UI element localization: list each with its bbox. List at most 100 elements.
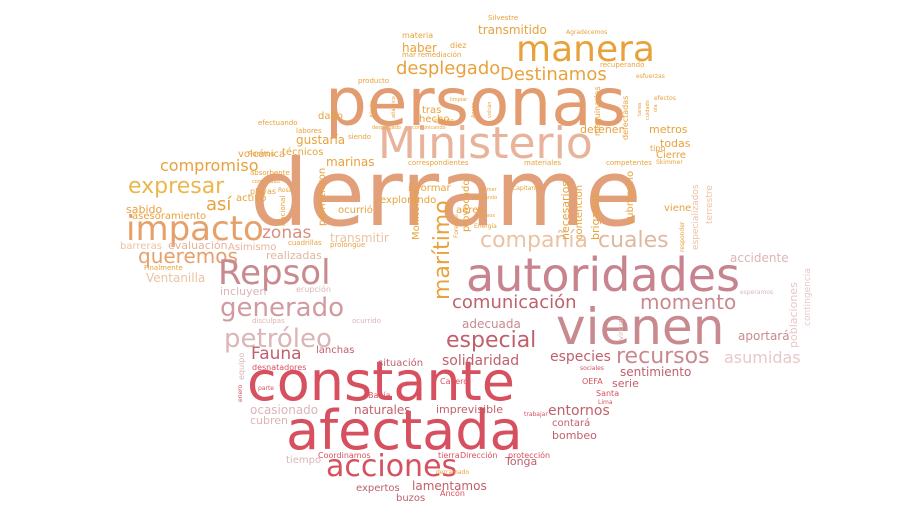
word-evaluacion: evaluación [168,239,228,252]
word-transmitido: transmitido [478,23,547,37]
word-cavero: Cavero [440,377,469,386]
word-realizadas: realizadas [266,249,322,262]
word-dano: daño [318,111,343,122]
word-trabajar: trabajar [524,411,548,418]
word-incluyen: incluyen [220,285,267,298]
word-finalmente: Finalmente [144,264,183,272]
word-informar: informar [408,183,451,194]
word-zonas: zonas [262,223,312,243]
word-desnatadores: desnatadores [252,363,307,372]
word-barreras: barreras [120,241,162,252]
word-vienen: vienen [556,298,725,356]
word-cierre: Cierre [656,150,686,161]
word-ventanilla: Ventanilla [146,271,206,285]
word-diversos: diversos [474,213,495,219]
word-explorando: explorando [380,195,437,206]
word-esperamos: esperamos [740,289,774,296]
word-energia: Energía [474,223,497,230]
word-contingencia: contingencia [803,268,813,326]
word-derramado: derramado [436,469,470,476]
word-especies: especies [550,349,611,365]
word-defectadas: defectadas [621,95,630,140]
word-naturales: naturales [354,403,411,417]
word-constante: constante [247,350,515,413]
word-remediacion: remediación [418,51,462,59]
word-especializados: especializados [691,184,701,250]
word-oefa: OEFA [582,377,603,386]
word-viene: viene [664,203,692,214]
word-siendo: siendo [348,133,372,141]
word-generado: generado [220,293,345,323]
word-bombeo: bombeo [552,429,597,442]
word-recuperando: recuperando [600,61,645,69]
word-desplegado: desplegado [396,58,501,79]
word-equipo: equipo [237,352,246,380]
word-erupcion: erupción [296,285,331,294]
word-rosa: Rosa [278,187,293,194]
word-personas: personas [325,64,627,141]
word-tiempo: tiempo [286,455,322,466]
word-correspondientes: correspondientes [408,159,469,167]
word-competentes: competentes [606,159,652,167]
word-coordinamos: Coordinamos [318,451,371,460]
word-virtual: virtual [617,317,625,340]
word-bahia: Bahía [368,391,391,400]
word-contara: contará [552,418,591,429]
word-asi: así [206,194,232,215]
word-adecuada: adecuada [462,317,521,331]
word-silvestre: Silvestre [488,14,519,22]
word-tipo: tipo [650,144,666,153]
word-ministerio: Ministerio [378,118,593,169]
word-sentimiento: sentimiento [620,365,692,379]
word-repsol: Repsol [218,253,331,293]
word-volcanica: volcánica [238,149,286,160]
word-producto: producto [358,77,390,85]
word-detener: detener [580,123,624,136]
word-maquinarias: maquinarias [593,86,602,136]
word-tecnicos: técnicos [282,147,324,158]
word-comunicacion: comunicación [452,292,577,313]
word-lamentamos: lamentamos [412,479,487,493]
word-materia: materia [402,31,434,40]
word-compania: compañía [480,228,588,253]
word-enero: enero [237,384,244,402]
word-puertos: Puertos [248,150,275,158]
word-esfuerzas: esfuerzas [636,73,665,80]
word-atlantico: atlántico [391,96,397,118]
word-marinas: marinas [326,155,375,169]
word-cuadrillas: cuadrillas [288,239,322,247]
word-capitania: Capitanía [512,185,541,192]
word-primer: primer [480,187,497,193]
word-lanchas: lanchas [316,345,355,356]
word-mitigando: mitigando [472,195,498,201]
word-volcan: volcán [487,101,493,118]
word-ola: ola [653,104,659,112]
word-situacion: situación [378,358,424,369]
word-gustaria: gustaría [296,133,346,147]
word-responder: responder [679,221,686,252]
word-cuidado: cuidado [645,100,651,120]
word-lima: Lima [598,399,613,406]
word-momento: momento [640,290,737,314]
word-aportara: aportará [738,329,790,343]
word-accidente: accidente [730,251,789,265]
word-especial: especial [446,328,537,353]
word-asimismo: Asimismo [228,242,277,253]
word-efectuando: efectuando [258,119,298,127]
word-petroleo: petróleo [224,324,332,354]
word-monitoreo: Monitoreo [411,189,422,240]
word-direccion: Dirección [460,451,498,460]
word-todas: todas [660,137,691,150]
word-tonga: Tonga [505,455,538,468]
word-proteccion: protección [508,451,551,460]
word-contencion: contención [574,184,585,240]
word-comunidad: comunidad [252,179,280,185]
word-materiales: materiales [524,159,562,167]
word-brigadas: brigadas [589,192,602,240]
word-impacto: impacto [126,209,264,249]
word-expresar: expresar [128,174,225,199]
word-manera: manera [516,29,655,70]
word-serie: serie [612,377,639,390]
word-provocado: provocado [461,179,472,233]
